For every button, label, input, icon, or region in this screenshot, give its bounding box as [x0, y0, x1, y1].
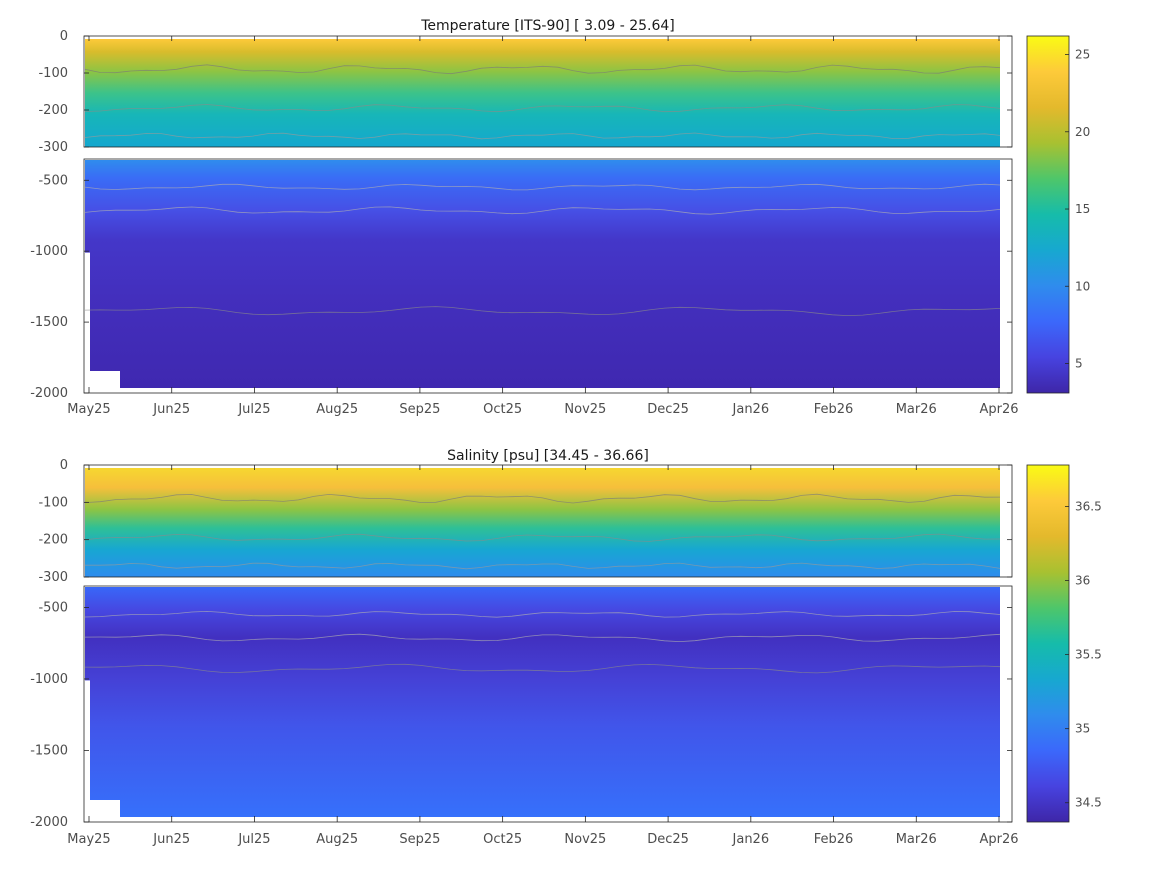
- y-tick-label: -200: [38, 533, 68, 548]
- chart-title: Temperature [ITS-90] [ 3.09 - 25.64]: [420, 18, 675, 34]
- colorbar-tick-label: 5: [1075, 356, 1083, 370]
- colorbar-tick-label: 10: [1075, 279, 1090, 293]
- y-tick-label: -100: [38, 66, 68, 81]
- contour-line: [84, 206, 1001, 215]
- y-tick-label: -2000: [30, 815, 68, 830]
- upper-axes-frame: [83, 464, 1013, 578]
- x-tick-label: Oct25: [483, 402, 522, 417]
- chart-title: Salinity [psu] [34.45 - 36.66]: [447, 448, 649, 464]
- colorbar-tick-label: 34.5: [1075, 796, 1102, 810]
- lower-axes-frame: [83, 158, 1013, 394]
- data-gap-bottom: [90, 800, 120, 822]
- y-tick-label: -1500: [30, 743, 68, 758]
- colorbar-tick-label: 35.5: [1075, 648, 1102, 662]
- colorbar-tick-label: 36.5: [1075, 499, 1102, 513]
- colorbar-tick-label: 15: [1075, 202, 1090, 216]
- x-tick-label: Apr26: [979, 402, 1018, 417]
- x-tick-label: Jan26: [732, 402, 770, 417]
- colorbar: [1026, 35, 1070, 394]
- x-tick-label: Oct25: [483, 832, 522, 847]
- colorbar-tick-label: 20: [1075, 125, 1090, 139]
- contour-line: [84, 104, 1001, 113]
- x-tick-label: Jul25: [237, 832, 270, 847]
- contour-line: [84, 306, 1001, 317]
- contour-line: [85, 562, 1001, 570]
- x-tick-label: Sep25: [399, 832, 440, 847]
- y-tick-label: -200: [38, 103, 68, 118]
- x-tick-label: Dec25: [647, 832, 689, 847]
- colorbar-tick-label: 25: [1075, 48, 1090, 62]
- contour-line: [84, 633, 1001, 643]
- x-tick-label: Jun25: [152, 402, 190, 417]
- x-tick-label: Feb26: [814, 402, 854, 417]
- colorbar: [1026, 464, 1070, 823]
- x-tick-label: Aug25: [316, 832, 358, 847]
- y-tick-label: -2000: [30, 386, 68, 401]
- data-gap-bottom: [90, 371, 120, 393]
- y-tick-label: -300: [38, 140, 68, 155]
- contour-line: [84, 132, 1001, 140]
- x-tick-label: Sep25: [399, 402, 440, 417]
- y-tick-label: -100: [38, 495, 68, 510]
- contour-line: [84, 64, 1001, 75]
- contour-line: [84, 493, 1001, 504]
- x-tick-label: Nov25: [564, 402, 606, 417]
- colorbar-tick-label: 36: [1075, 574, 1090, 588]
- x-tick-label: Jul25: [237, 402, 270, 417]
- x-tick-label: Mar26: [896, 832, 937, 847]
- x-tick-label: May25: [67, 832, 110, 847]
- x-tick-label: Feb26: [814, 832, 854, 847]
- y-tick-label: -500: [38, 600, 68, 615]
- data-gap-left: [84, 680, 90, 822]
- x-tick-label: Jun25: [152, 832, 190, 847]
- y-tick-label: -500: [38, 173, 68, 188]
- lower-axes-frame: [83, 585, 1013, 823]
- y-tick-label: 0: [60, 458, 68, 473]
- contour-line: [84, 183, 1001, 191]
- x-tick-label: Jan26: [732, 832, 770, 847]
- contour-line: [84, 610, 1001, 618]
- upper-field: [85, 468, 1000, 577]
- x-tick-label: Nov25: [564, 832, 606, 847]
- lower-field: [85, 587, 1000, 817]
- contour-line: [84, 663, 1001, 674]
- y-tick-label: -1000: [30, 672, 68, 687]
- chart-0: Temperature [ITS-90] [ 3.09 - 25.64] 0 -10…: [30, 18, 1090, 417]
- x-tick-label: Mar26: [896, 402, 937, 417]
- x-tick-label: Apr26: [979, 832, 1018, 847]
- x-tick-label: Dec25: [647, 402, 689, 417]
- contour-line: [84, 533, 1001, 542]
- y-tick-label: -1500: [30, 315, 68, 330]
- lower-field: [85, 160, 1000, 388]
- upper-field: [85, 39, 1000, 147]
- y-tick-label: 0: [60, 29, 68, 44]
- y-tick-label: -1000: [30, 244, 68, 259]
- x-tick-label: Aug25: [316, 402, 358, 417]
- upper-axes-frame: [83, 35, 1013, 148]
- y-tick-label: -300: [38, 570, 68, 585]
- data-gap-left: [84, 252, 90, 393]
- x-tick-label: May25: [67, 402, 110, 417]
- chart-1: Salinity [psu] [34.45 - 36.66] 0 -100 -200 -…: [30, 448, 1102, 847]
- colorbar-tick-label: 35: [1075, 722, 1090, 736]
